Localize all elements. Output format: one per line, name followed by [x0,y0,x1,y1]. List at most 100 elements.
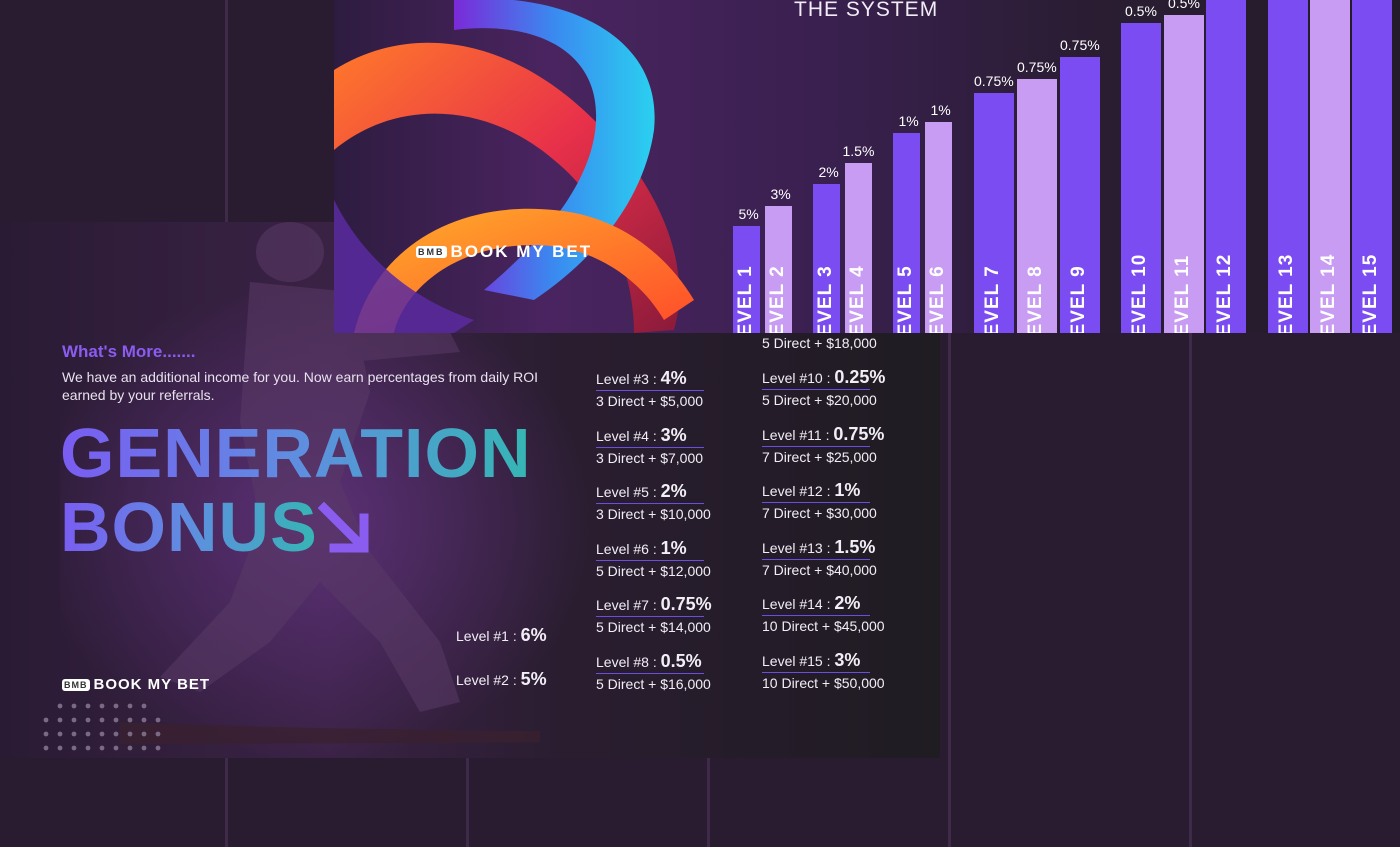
baseball-player-image [120,222,540,744]
level-item: Level #15 : 3% 10 Direct + $50,000 [762,650,885,691]
the-system-card: BMB BOOK MY BET THE SYSTEM LEVEL 1 5% LEVE… [334,0,1400,333]
level-requirement: 7 Direct + $25,000 [762,449,877,465]
bar-label: LEVEL 11 [1172,254,1193,333]
level-name: Level #10 : [762,370,835,386]
bar-percent: 1% [898,113,919,129]
bar [1206,0,1246,333]
level-percent: 0.75% [660,594,712,614]
bar-label: LEVEL 1 [734,265,756,333]
bar-percent: 1.5% [842,143,875,159]
level-name: Level #15 : [762,653,835,669]
level-percent: 1.5% [834,537,876,557]
level-name: Level #12 : [762,483,835,499]
whats-more-heading: What's More....... [62,342,196,361]
bar-label: LEVEL 14 [1318,253,1339,333]
bar-label: LEVEL 3 [814,265,836,333]
level-percent: 2% [660,481,687,501]
bar [1060,57,1100,333]
divider [762,615,870,616]
bar [1121,23,1161,333]
level-name: Level #1 : [456,628,521,644]
level-percent: 0.25% [834,367,886,387]
level-item: Level #8 : 0.5% 5 Direct + $16,000 [596,651,711,692]
bonus-description: We have an additional income for you. No… [62,369,538,403]
level-percent: 3% [834,650,861,670]
level-item: Level #1 : 6% [456,625,547,646]
level-percent: 3% [660,425,687,445]
level-percent: 4% [660,368,687,388]
level-item: Level #4 : 3% 3 Direct + $7,000 [596,425,704,466]
level-requirement: 3 Direct + $7,000 [596,450,704,466]
bar-label: LEVEL 9 [1068,265,1089,333]
level-requirement: 7 Direct + $30,000 [762,505,877,521]
bar-percent: 0.5% [1168,0,1200,11]
bar-label: LEVEL 8 [1025,265,1046,333]
level-requirement: 5 Direct + $20,000 [762,392,877,408]
brand-logo: BMB BOOK MY BET [62,676,210,693]
bar-label: LEVEL 13 [1276,253,1297,333]
bg-line [1189,0,1192,847]
bar-label: LEVEL 7 [982,265,1003,333]
divider [596,560,704,561]
bar [1310,0,1350,333]
level-requirement: 3 Direct + $5,000 [596,393,704,409]
level-percent: 2% [834,593,861,613]
level-item: Level #10 : 0.25% 5 Direct + $20,000 [762,367,885,408]
divider [596,503,704,504]
bonus-title: BONUS [60,488,318,566]
bar [1352,0,1392,333]
bar-label: LEVEL 4 [846,265,868,333]
bar-label: LEVEL 5 [894,265,916,333]
level-item: Level #7 : 0.75% 5 Direct + $14,000 [596,594,712,635]
level-item: Level #12 : 1% 7 Direct + $30,000 [762,480,877,521]
logo-icon: BMB [416,246,447,258]
level-item: Level #13 : 1.5% 7 Direct + $40,000 [762,537,877,578]
bar-percent: 0.75% [1017,59,1057,75]
divider [762,672,870,673]
bar [1017,79,1057,333]
level-percent: 6% [520,625,547,645]
level-name: Level #2 : [456,672,521,688]
level-item: Level #14 : 2% 10 Direct + $45,000 [762,593,885,634]
level-percent: 1% [660,538,687,558]
divider [762,559,870,560]
bar-percent: 5% [738,206,759,222]
brand-name: BOOK MY BET [450,242,593,261]
divider [596,616,704,617]
bar-label: LEVEL 6 [926,265,948,333]
level-name: Level #13 : [762,540,835,556]
level-requirement: 5 Direct + $16,000 [596,676,711,692]
bar-percent: 0.75% [974,73,1014,89]
bar [893,133,920,333]
bar-label: LEVEL 2 [766,265,788,333]
level-item: Level #3 : 4% 3 Direct + $5,000 [596,368,704,409]
bar [733,226,760,333]
divider [596,447,704,448]
bar-percent: 0.75% [1060,37,1100,53]
level-item: 5 Direct + $18,000 [762,333,877,351]
level-name: Level #7 : [596,597,661,613]
bar-label: LEVEL 12 [1214,253,1235,333]
bar [974,93,1014,333]
brand-name: BOOK MY BET [93,676,211,693]
bar [1268,0,1308,333]
bar [845,163,872,333]
divider [596,390,704,391]
level-name: Level #3 : [596,371,661,387]
bar-percent: 0.5% [1125,3,1157,19]
level-requirement: 5 Direct + $14,000 [596,619,711,635]
bar-label: LEVEL 15 [1360,253,1381,333]
bar-percent: 3% [770,186,791,202]
level-requirement: 5 Direct + $18,000 [762,335,877,351]
level-name: Level #6 : [596,541,661,557]
level-name: Level #8 : [596,654,661,670]
bar-percent: 1% [930,102,951,118]
bar [1164,15,1204,333]
logo-icon: BMB [62,678,90,691]
divider [596,673,704,674]
generation-bonus-card: What's More....... We have an additional… [0,222,940,758]
level-item: Level #6 : 1% 5 Direct + $12,000 [596,538,711,579]
bar [813,184,840,333]
level-percent: 5% [520,669,547,689]
level-requirement: 10 Direct + $50,000 [762,675,885,691]
